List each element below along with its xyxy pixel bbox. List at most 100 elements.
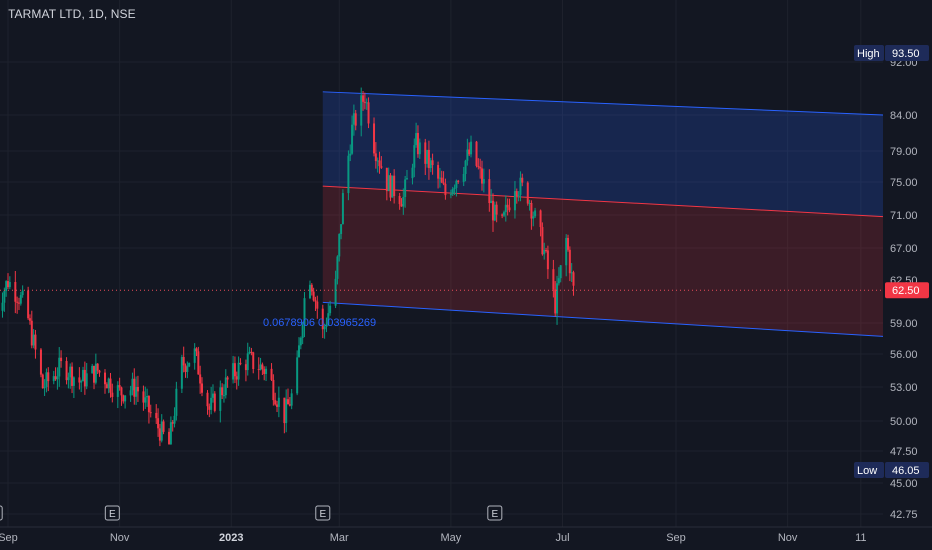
price-badge-tag-bg	[854, 462, 884, 478]
candle-body	[285, 399, 288, 424]
candle-body	[438, 177, 441, 179]
candle-body	[111, 392, 114, 397]
price-tick-label: 56.00	[890, 349, 918, 361]
earnings-marker-box	[487, 505, 503, 521]
candle-body	[226, 377, 229, 380]
candle-body	[34, 334, 37, 350]
candle-body	[52, 376, 55, 382]
earnings-marker-letter: E	[109, 509, 116, 520]
candle-body	[233, 363, 236, 377]
time-axis: Sep Nov 2023 Mar May Jul Sep Nov 11 E E E E	[0, 505, 932, 544]
candle-body	[493, 204, 496, 221]
time-tick-label: Sep	[666, 532, 686, 544]
candle-body	[539, 210, 542, 228]
candle-body	[504, 204, 507, 213]
candle-body	[374, 153, 377, 161]
candle-body	[67, 377, 70, 381]
candle-body	[237, 362, 240, 380]
earnings-marker-box	[0, 505, 3, 521]
candle-body	[47, 372, 50, 382]
candle-body	[197, 351, 200, 375]
price-tick-label: 79.00	[890, 146, 918, 158]
candle-body	[380, 166, 383, 168]
candle-body	[3, 290, 6, 303]
price-tick-label: 53.00	[890, 382, 918, 394]
candle-body	[107, 378, 110, 389]
candle-body	[93, 365, 96, 383]
candle-body	[182, 357, 185, 366]
candle-body	[334, 278, 337, 306]
candle-body	[362, 95, 365, 102]
candle-body	[19, 295, 22, 304]
candle-body	[21, 290, 24, 296]
price-badge-tag-bg	[854, 45, 884, 61]
candle-body	[158, 428, 161, 441]
candle-body	[490, 200, 493, 204]
candle-body	[360, 95, 363, 126]
candle-body	[32, 334, 35, 346]
candle-body	[173, 415, 176, 424]
candle-body	[316, 301, 319, 309]
candle-body	[415, 133, 418, 146]
price-tick-label: 50.00	[890, 416, 918, 428]
earnings-marker-letter: E	[319, 509, 326, 520]
candle-body	[336, 256, 339, 279]
chart-grid	[0, 0, 883, 527]
candle-body	[312, 291, 315, 301]
candle-body	[475, 141, 478, 166]
time-tick-label: Sep	[0, 532, 18, 544]
candle-body	[502, 212, 505, 216]
candle-body	[565, 237, 568, 266]
candle-body	[424, 142, 427, 164]
candle-body	[367, 102, 370, 124]
candle-body	[58, 357, 61, 377]
candle-body	[131, 378, 134, 391]
price-tick-label: 84.00	[890, 110, 918, 122]
candle-body	[455, 180, 458, 188]
candle-body	[171, 422, 174, 424]
candle-body	[477, 165, 480, 168]
candle-body	[519, 177, 522, 195]
candle-series	[1, 87, 575, 447]
price-badge-bg	[885, 45, 929, 61]
candle-body	[398, 196, 401, 205]
channel-upper-fill	[322, 91, 883, 217]
candle-body	[157, 418, 160, 429]
candle-body	[16, 301, 19, 303]
candle-body	[530, 203, 533, 219]
candle-body	[416, 133, 419, 155]
candle-body	[195, 348, 198, 352]
candle-body	[481, 168, 484, 184]
candle-body	[321, 308, 324, 330]
candle-body	[120, 387, 123, 396]
candle-body	[513, 191, 516, 211]
candle-body	[69, 366, 72, 378]
candle-body	[124, 395, 127, 402]
candle-body	[98, 370, 101, 373]
candle-body	[30, 320, 33, 346]
candle-body	[136, 387, 139, 392]
candle-body	[341, 193, 344, 225]
price-badge-bg	[885, 282, 929, 299]
candle-body	[188, 362, 191, 367]
channel-upper-line	[322, 91, 884, 116]
candle-body	[239, 362, 242, 365]
candle-body	[109, 378, 112, 393]
candle-body	[437, 165, 440, 179]
candle-body	[449, 194, 452, 196]
candle-body	[193, 348, 196, 363]
candle-body	[235, 376, 238, 380]
price-tick-label: 75.00	[890, 177, 918, 189]
price-tick-label: 47.50	[890, 446, 918, 458]
candle-body	[28, 318, 31, 321]
candle-body	[528, 203, 531, 205]
candle-body	[568, 249, 571, 274]
candle-body	[175, 388, 178, 416]
candle-body	[389, 175, 392, 198]
candle-body	[567, 237, 570, 250]
candle-body	[301, 325, 304, 338]
candle-body	[65, 361, 68, 381]
candle-body	[222, 395, 225, 397]
candle-body	[323, 326, 326, 330]
